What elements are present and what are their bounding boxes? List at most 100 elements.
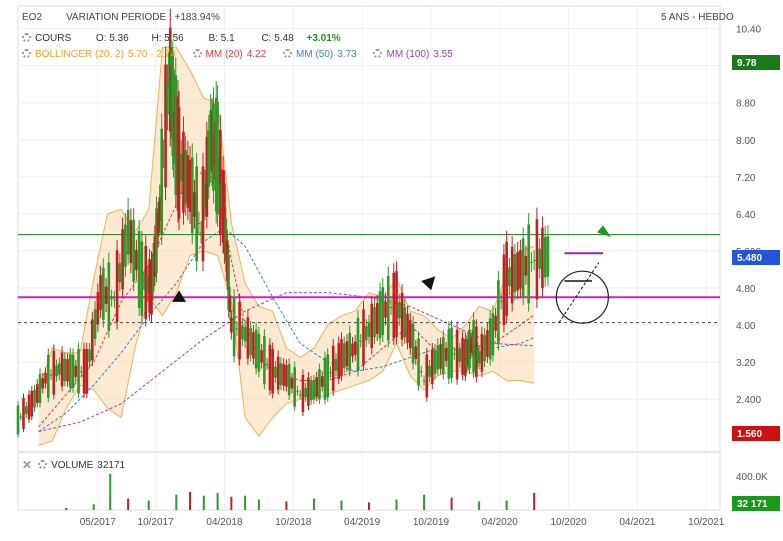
close-value: C: 5.48 <box>261 33 294 44</box>
candle-body <box>276 356 280 390</box>
candle-body <box>486 330 489 357</box>
volume-bar <box>505 500 508 510</box>
gear-icon[interactable] <box>22 33 31 42</box>
candle-body <box>370 303 374 349</box>
candle-body <box>444 348 448 361</box>
candle-body <box>35 384 39 403</box>
volume-legend: ✕ VOLUME 32171 <box>22 458 125 472</box>
arrow-up-marker <box>172 290 187 302</box>
candle-body <box>221 169 225 243</box>
gear-icon[interactable] <box>283 49 292 58</box>
candle-body <box>287 363 291 396</box>
candle-body <box>209 110 213 170</box>
volume-bar <box>216 492 219 510</box>
volume-bar <box>189 491 192 510</box>
candle-body <box>527 224 530 304</box>
candle-body <box>197 223 201 225</box>
candle-body <box>193 192 196 217</box>
candle-body <box>356 317 360 371</box>
candle-body <box>38 373 42 404</box>
candle-body <box>386 276 390 341</box>
candle-body <box>491 313 495 356</box>
candle-body <box>367 322 371 337</box>
candle-body <box>188 160 192 212</box>
candle-body <box>541 227 544 289</box>
candle-body <box>458 349 462 362</box>
gear-icon[interactable] <box>192 49 202 58</box>
candle-body <box>52 350 56 395</box>
candle-body <box>472 320 475 373</box>
gear-icon[interactable] <box>38 460 48 469</box>
candle-body <box>348 332 352 371</box>
candle-body <box>475 326 478 378</box>
candle-body <box>174 75 178 196</box>
candle-body <box>439 344 442 369</box>
candle-body <box>162 153 165 155</box>
mm20-value: 4.22 <box>246 49 267 60</box>
volume-bar <box>65 508 68 510</box>
candle-body <box>298 394 302 396</box>
candle-body <box>252 332 255 359</box>
candle-body <box>334 358 338 371</box>
candle-body <box>519 250 522 289</box>
volume-axis-label: 400.0K <box>736 472 768 483</box>
candle-body <box>431 349 434 384</box>
x-tick-label: 04/2019 <box>344 517 381 528</box>
candle-body <box>417 338 420 386</box>
candle-body <box>164 64 167 188</box>
candle-body <box>304 387 307 398</box>
gear-icon[interactable] <box>22 49 31 58</box>
candle-body <box>99 275 102 310</box>
candle-body <box>436 345 440 370</box>
candle-body <box>505 241 508 316</box>
candle-body <box>271 349 274 394</box>
volume-value: 32171 <box>97 460 126 471</box>
candle-body <box>155 208 158 274</box>
candle-body <box>453 353 456 355</box>
volume-bar <box>175 494 178 510</box>
candle-body <box>158 197 162 222</box>
volume-bars <box>65 473 536 510</box>
mm100-line <box>38 292 535 432</box>
candle-body <box>530 262 533 264</box>
candle-body <box>323 357 327 400</box>
candle-body <box>364 326 368 341</box>
x-tick-label: 04/2018 <box>206 517 243 528</box>
candle-body <box>223 183 226 254</box>
cours-label: COURS <box>35 33 72 44</box>
trend-line <box>558 262 600 323</box>
candle-body <box>307 377 310 406</box>
candle-body <box>455 329 459 380</box>
volume-bar <box>230 496 233 510</box>
mm50-label: MM (50) <box>296 49 334 60</box>
candle-body <box>499 300 503 302</box>
candle-body <box>488 318 492 360</box>
candle-body <box>230 317 233 333</box>
period-label[interactable]: 5 ANS - HEBDO <box>661 12 734 23</box>
low-value: B: 5.1 <box>208 33 235 44</box>
gear-icon[interactable] <box>373 49 383 58</box>
legend-indicators: BOLLINGER (20, 2) 5.70 - 2.74 MM (20) 4.22… <box>22 49 457 60</box>
candle-body <box>57 363 61 375</box>
candle-body <box>428 365 431 377</box>
close-icon[interactable]: ✕ <box>22 458 33 472</box>
candle-body <box>340 339 343 376</box>
candle-body <box>225 241 229 282</box>
candle-body <box>55 365 58 377</box>
volume-bar <box>244 495 247 510</box>
candle-body <box>263 336 266 385</box>
candle-body <box>96 292 100 325</box>
candle-body <box>27 394 31 420</box>
candle-body <box>353 341 357 355</box>
candle-body <box>465 342 469 368</box>
candle-body <box>199 232 203 234</box>
mm20-label: MM (20) <box>205 49 243 60</box>
candle-body <box>384 301 387 318</box>
volume-bar <box>340 500 343 510</box>
candle-body <box>210 114 214 173</box>
candle-body <box>265 363 269 365</box>
candle-body <box>33 389 36 408</box>
candle-body <box>146 275 149 294</box>
candle-body <box>406 313 409 343</box>
candle-body <box>93 309 97 339</box>
